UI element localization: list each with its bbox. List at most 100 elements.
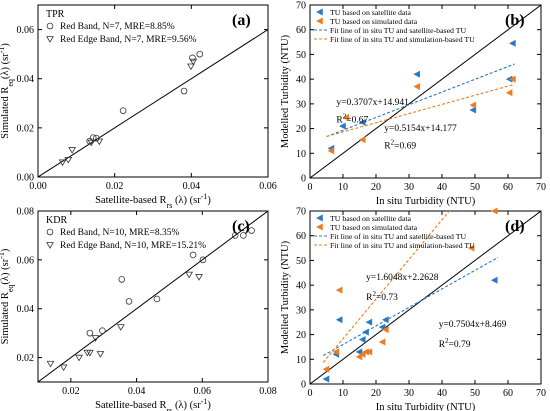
data-point-series-0 xyxy=(153,295,161,303)
data-point-series-0 xyxy=(199,256,207,264)
legend-entry: Red Band, N=7, MRE=8.85% xyxy=(60,22,175,32)
legend-entry: TU based on simulated data xyxy=(330,17,418,26)
x-tick-label: 0 xyxy=(308,388,313,399)
data-point-series-0 xyxy=(362,328,369,336)
fit-line-simulation xyxy=(322,211,451,363)
legend-entry: TU based on satellite data xyxy=(330,8,412,17)
x-tick-label: 0.06 xyxy=(259,181,277,192)
data-point-series-0 xyxy=(196,50,204,58)
x-tick-label: 0.04 xyxy=(183,181,201,192)
data-point-series-1 xyxy=(413,83,421,91)
legend-entry: Red Edge Band, N=7, MRE=9.56% xyxy=(60,35,197,45)
data-point-series-1 xyxy=(58,159,67,167)
x-axis-title: In situ Turbidity (NTU) xyxy=(376,196,476,207)
y-tick-label: 50 xyxy=(296,50,306,61)
data-point-series-1 xyxy=(189,58,198,66)
fit-equation: y=0.3707x+14.941 xyxy=(336,98,409,108)
data-point-series-1 xyxy=(75,354,83,362)
data-point-series-1 xyxy=(332,348,340,356)
y-tick-label: 0.06 xyxy=(17,25,35,36)
data-point-series-0 xyxy=(118,276,126,283)
data-point-series-1 xyxy=(185,271,194,279)
x-tick-label: 0.06 xyxy=(194,386,212,397)
y-tick-label: 30 xyxy=(296,99,306,110)
data-point-series-1 xyxy=(87,139,96,147)
x-tick-label: 0 xyxy=(308,182,313,193)
data-point-series-0 xyxy=(248,227,255,234)
x-tick-label: 60 xyxy=(503,388,513,399)
y-tick-label: 0.06 xyxy=(17,255,35,266)
chart-panel-a: 0.00 0.02 0.04 0.06 0.00 0.02 0.04 0.06 (a) Satel… xyxy=(0,4,277,210)
y-tick-label: 0.04 xyxy=(17,304,35,315)
data-point-series-1 xyxy=(335,286,343,294)
data-point-series-0 xyxy=(339,122,346,130)
fit-line-simulation xyxy=(326,83,515,138)
panel-label: (c) xyxy=(232,218,250,235)
x-axis-title: Satellite-based Rrs (λ) (sr-1) xyxy=(95,192,211,210)
data-point-series-0 xyxy=(119,107,127,114)
x-tick-label: 20 xyxy=(371,388,381,399)
data-point-series-0 xyxy=(509,39,516,47)
fit-equation: y=1.6048x+2.2628 xyxy=(366,273,439,283)
fit-line-satellite xyxy=(322,256,499,357)
data-point-series-1 xyxy=(358,136,366,144)
x-tick-label: 30 xyxy=(404,182,414,193)
fit-equation: y=0.5154x+14.177 xyxy=(384,124,457,134)
data-point-series-1 xyxy=(64,156,73,164)
y-tick-label: 70 xyxy=(296,207,306,218)
one-to-one-line xyxy=(38,211,268,382)
x-tick-label: 0.02 xyxy=(106,181,124,192)
panel-label: (d) xyxy=(505,218,525,235)
data-point-series-0 xyxy=(358,118,366,126)
x-tick-label: 40 xyxy=(437,388,447,399)
x-tick-label: 50 xyxy=(470,388,480,399)
y-tick-label: 70 xyxy=(296,1,306,12)
y-tick-label: 0.08 xyxy=(17,207,35,218)
y-tick-label: 60 xyxy=(296,25,306,36)
data-point-series-1 xyxy=(322,365,330,373)
legend-marker xyxy=(316,223,323,231)
chart-panel-b: 0 10 20 30 40 50 60 70 0 10 20 30 40 50 60 70 (b) In situ… xyxy=(280,1,546,208)
y-tick-label: 60 xyxy=(296,231,306,242)
legend-marker xyxy=(46,228,54,236)
data-point-series-0 xyxy=(490,276,498,284)
y-axis-title: Simulated Req(λ) (sr-1) xyxy=(0,43,15,139)
data-point-series-0 xyxy=(469,106,477,114)
one-to-one-line xyxy=(310,211,541,384)
plot-frame xyxy=(309,210,542,385)
chart-panel-d: 0 10 20 30 40 50 60 70 0 10 20 30 40 50 60 70 (d) In situ… xyxy=(280,207,546,411)
y-tick-label: 0.00 xyxy=(17,173,35,184)
x-axis-title: Satellite-based Rrs (λ) (sr-1) xyxy=(95,397,211,411)
panel-label: (a) xyxy=(232,12,251,29)
x-tick-label: 30 xyxy=(404,388,414,399)
data-point-series-1 xyxy=(95,138,104,146)
x-tick-label: 0.02 xyxy=(62,386,80,397)
legend-marker xyxy=(316,214,323,222)
y-tick-label: 40 xyxy=(296,281,306,292)
plot-frame xyxy=(37,4,269,178)
data-point-series-0 xyxy=(322,375,330,383)
legend-entry: Red Edge Band, N=10, MRE=15.21% xyxy=(60,241,206,251)
x-tick-label: 20 xyxy=(371,182,381,193)
data-point-series-1 xyxy=(91,335,100,342)
data-point-series-0 xyxy=(180,87,188,95)
data-point-series-1 xyxy=(509,75,516,83)
data-point-series-1 xyxy=(187,63,195,71)
legend-entry: Fit line of in situ TU and simulation-ba… xyxy=(330,241,475,250)
data-point-series-0 xyxy=(240,232,247,239)
one-to-one-line xyxy=(310,5,541,178)
legend-entry: Fit line of in situ TU and simulation-ba… xyxy=(330,35,475,44)
legend-entry: Fit line of in situ TU and satellite-bas… xyxy=(330,232,467,241)
y-tick-label: 0 xyxy=(301,174,306,185)
y-tick-label: 50 xyxy=(296,256,306,267)
x-tick-label: 10 xyxy=(338,182,348,193)
legend-entry: TU based on satellite data xyxy=(330,214,412,223)
legend-marker xyxy=(46,36,54,43)
data-point-series-0 xyxy=(86,137,94,145)
y-tick-label: 10 xyxy=(296,149,306,160)
data-point-series-0 xyxy=(92,134,100,142)
y-axis-title: Modelled Turbidity (NTU) xyxy=(280,34,291,148)
fit-equation: y=0.7504x+8.469 xyxy=(439,320,507,330)
data-point-series-1 xyxy=(469,101,477,109)
